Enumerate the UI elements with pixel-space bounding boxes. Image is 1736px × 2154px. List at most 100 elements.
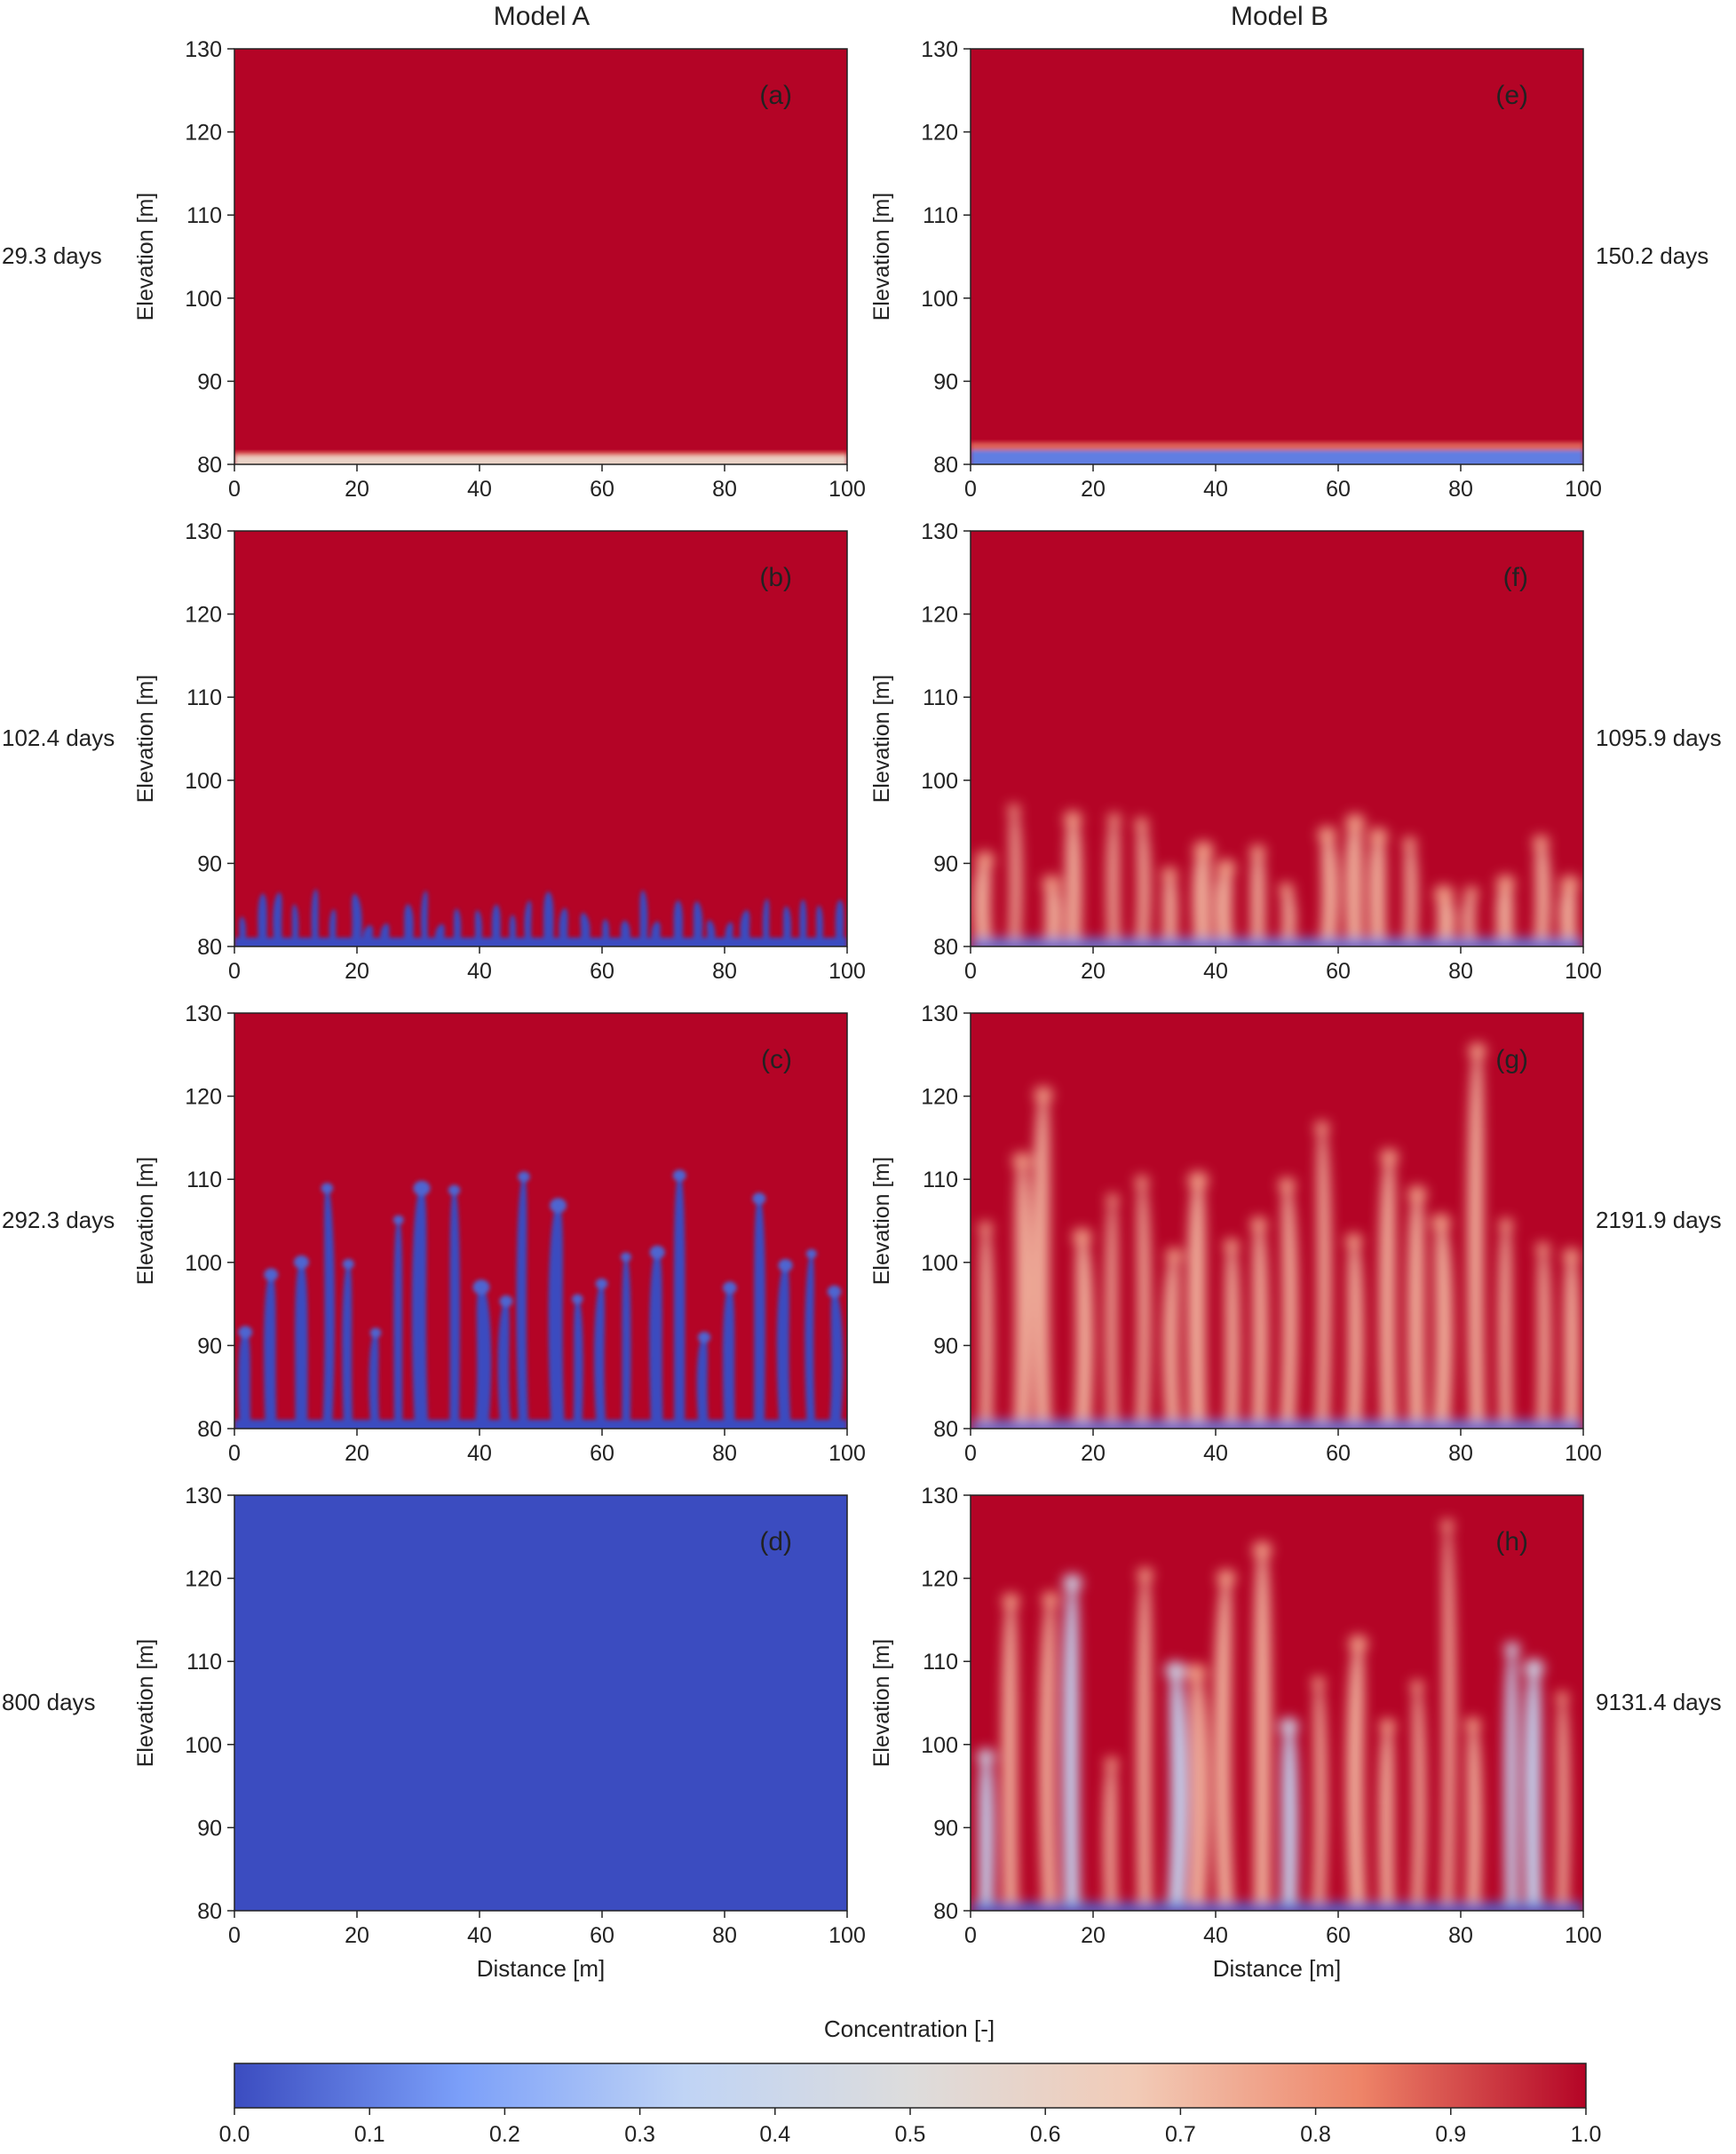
- plume-head: [778, 1258, 793, 1272]
- y-tick-label: 110: [923, 685, 958, 710]
- plume-finger: [311, 889, 320, 946]
- y-axis-label: Elevation [m]: [869, 193, 894, 321]
- time-label: 29.3 days: [2, 242, 102, 269]
- plume-finger: [291, 904, 299, 946]
- plume-head: [1433, 884, 1455, 903]
- x-tick-label: 80: [712, 1923, 737, 1948]
- plume-head: [1380, 1148, 1399, 1166]
- y-tick-label: 120: [185, 603, 222, 628]
- plume-head: [1379, 1718, 1396, 1733]
- plume-finger: [273, 891, 283, 946]
- y-tick-label: 80: [197, 453, 222, 478]
- plume-head: [1559, 875, 1580, 893]
- plume-head: [1223, 1238, 1240, 1253]
- plume-finger: [420, 890, 429, 946]
- y-tick-label: 130: [185, 1484, 222, 1509]
- plume-head: [1165, 1247, 1183, 1263]
- plume-finger: [1065, 815, 1082, 946]
- plume-head: [1524, 1659, 1544, 1677]
- x-tick-label: 0: [228, 477, 241, 502]
- plume-finger: [411, 1184, 429, 1429]
- plume-finger: [1379, 1722, 1394, 1911]
- plume-finger: [1504, 1645, 1518, 1911]
- plume-finger: [979, 1753, 995, 1911]
- y-tick-label: 130: [921, 37, 958, 62]
- plume-finger: [1254, 1546, 1272, 1911]
- plume-finger: [1214, 1573, 1234, 1911]
- plume-finger: [258, 893, 267, 946]
- panel-letter: (d): [759, 1527, 792, 1556]
- plume-finger: [1044, 879, 1062, 946]
- colorbar-tick-label: 0.3: [624, 2122, 655, 2147]
- y-tick-label: 130: [185, 37, 222, 62]
- y-tick-label: 80: [933, 1899, 958, 1924]
- plume-finger: [1039, 1596, 1058, 1911]
- y-tick-label: 110: [923, 1168, 958, 1192]
- plume-finger: [762, 899, 770, 946]
- plume-head: [1012, 1152, 1032, 1169]
- plume-finger: [1280, 885, 1296, 946]
- plume-finger: [1559, 880, 1577, 946]
- plume-head: [1187, 1171, 1209, 1190]
- y-tick-label: 120: [185, 121, 222, 146]
- x-tick-label: 40: [467, 1923, 492, 1948]
- plume-layer: [234, 889, 847, 946]
- boundary-layer: [971, 938, 1583, 946]
- boundary-layer: [234, 1420, 847, 1429]
- plume-head: [1216, 859, 1236, 877]
- plume-head: [1345, 1232, 1363, 1248]
- field-background: [971, 1013, 1583, 1429]
- plume-head: [1062, 1573, 1082, 1592]
- plume-head: [621, 1252, 631, 1263]
- plume-finger: [693, 900, 703, 946]
- time-label: 150.2 days: [1596, 242, 1708, 269]
- x-tick-label: 0: [964, 959, 977, 984]
- plume-head: [1007, 804, 1020, 815]
- panel-letter: (b): [759, 563, 792, 592]
- x-tick-label: 40: [1203, 1441, 1228, 1466]
- x-tick-label: 20: [1081, 1441, 1106, 1466]
- plume-head: [1532, 835, 1550, 850]
- plume-layer: [971, 804, 1583, 946]
- y-tick-label: 100: [185, 1733, 222, 1758]
- time-label: 1095.9 days: [1596, 725, 1722, 751]
- column-title-model-b: Model B: [1231, 2, 1328, 31]
- axes-frame: [234, 530, 848, 947]
- plume-head: [1249, 844, 1266, 859]
- plume-finger: [828, 1288, 844, 1429]
- plume-finger: [342, 1262, 353, 1429]
- plume-head: [1279, 882, 1294, 896]
- axes-frame: [970, 530, 1584, 947]
- y-tick-label: 100: [921, 769, 958, 794]
- plume-finger: [1009, 806, 1021, 946]
- field-background: [234, 1013, 847, 1429]
- plume-finger: [1407, 1190, 1425, 1429]
- plume-finger: [497, 1298, 511, 1429]
- plume-finger: [1442, 1522, 1455, 1911]
- plume-finger: [1002, 1597, 1019, 1911]
- plume-finger: [1463, 889, 1477, 946]
- plume-finger: [548, 1201, 565, 1429]
- x-tick-label: 40: [1203, 1923, 1228, 1948]
- axes-frame: [970, 48, 1584, 465]
- plume-head: [1468, 1042, 1486, 1059]
- colorbar-tick-label: 0.9: [1435, 2122, 1466, 2147]
- plume-finger: [1215, 864, 1234, 946]
- colorbar-tick-label: 0.6: [1030, 2122, 1061, 2147]
- plume-head: [1402, 836, 1417, 850]
- x-tick-label: 80: [1448, 1923, 1473, 1948]
- plume-head: [1252, 1540, 1272, 1559]
- x-tick-label: 20: [345, 1923, 369, 1948]
- plume-finger: [1368, 832, 1386, 946]
- panel-letter: (c): [761, 1045, 792, 1074]
- plume-finger: [1564, 1252, 1580, 1429]
- plume-head: [1250, 1216, 1268, 1232]
- plume-head: [1535, 1241, 1550, 1255]
- plume-finger: [1136, 1178, 1151, 1429]
- x-tick-label: 80: [712, 959, 737, 984]
- x-tick-label: 80: [1448, 1441, 1473, 1466]
- y-axis-label: Elevation [m]: [869, 1157, 894, 1286]
- x-tick-label: 0: [228, 1441, 241, 1466]
